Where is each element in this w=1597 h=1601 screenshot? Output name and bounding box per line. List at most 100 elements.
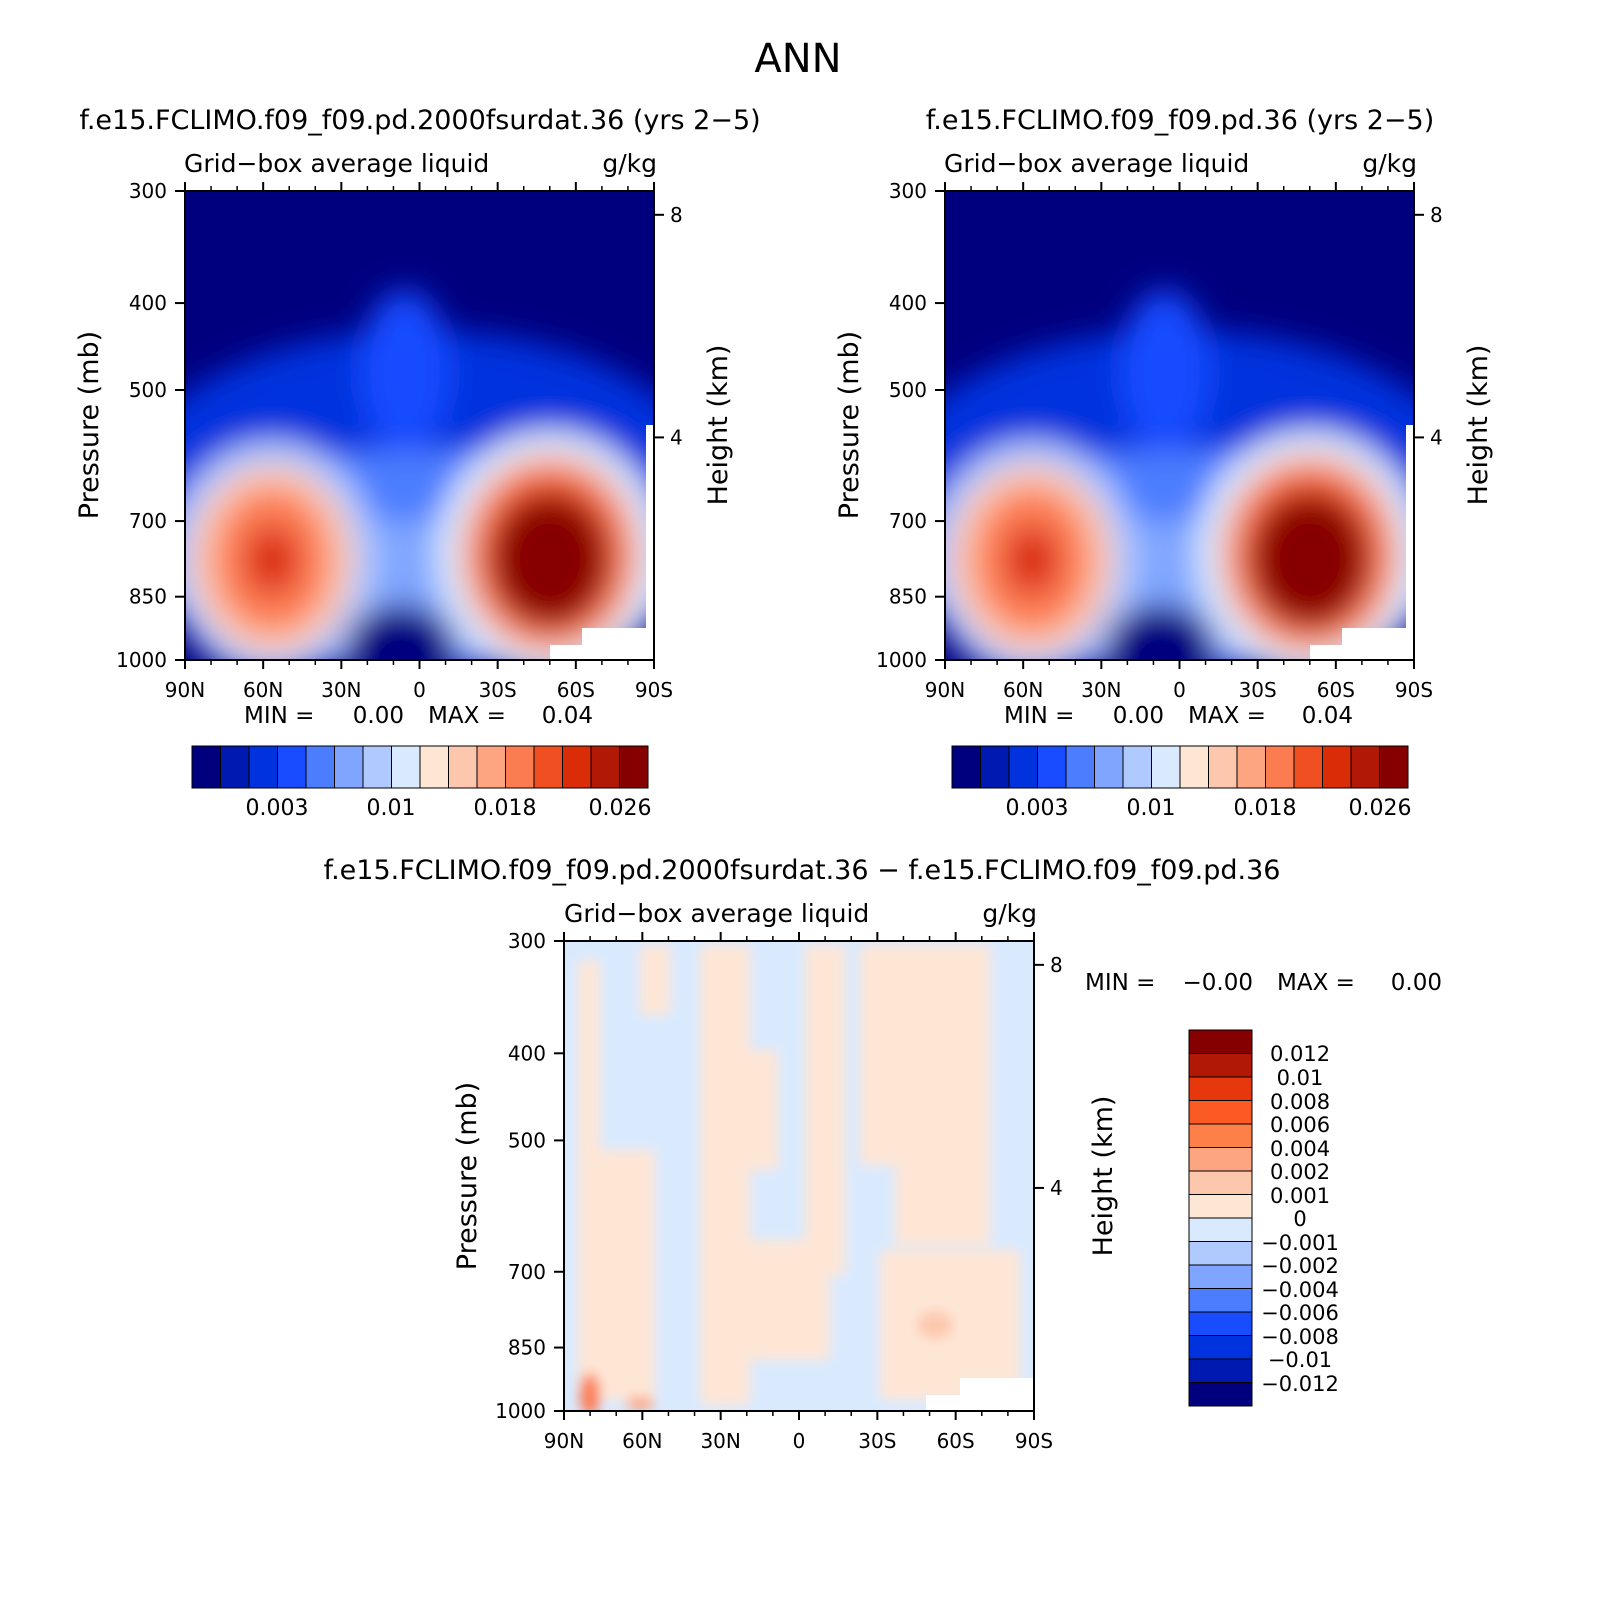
colorbar-swatch (1208, 745, 1238, 789)
min-value: 0.00 (353, 703, 404, 729)
colorbar-swatch (220, 745, 250, 789)
colorbar-swatch (1188, 1288, 1253, 1313)
y2-axis-label: Height (km) (1088, 1096, 1119, 1257)
colorbar-labels: 0.012 0.01 0.008 0.006 0.004 0.002 0.001… (1261, 1042, 1339, 1396)
north-cloud-core (1006, 526, 1058, 594)
units-label: g/kg (1362, 149, 1417, 178)
y-tick-label: 850 (889, 585, 927, 609)
y-tick-label: 300 (508, 929, 546, 953)
y2-axis-ticks: 84 (654, 203, 683, 449)
x-tick-label: 0 (1173, 678, 1186, 702)
panel-left: f.e15.FCLIMO.f09_f09.pd.2000fsurdat.36 (… (74, 105, 761, 821)
y-tick-label: 700 (508, 1260, 546, 1284)
missing-data-mask (960, 1378, 1034, 1411)
colorbar (951, 745, 1409, 789)
colorbar-swatch (476, 745, 506, 789)
colorbar-label: 0 (1293, 1207, 1306, 1231)
colorbar-label: 0.004 (1270, 1137, 1330, 1161)
colorbar-swatch (1293, 745, 1323, 789)
positive-anomaly (600, 1150, 655, 1400)
colorbar-label: 0.003 (246, 796, 309, 821)
colorbar-swatch (1188, 1241, 1253, 1266)
y2-tick-label: 4 (1050, 1176, 1063, 1200)
y-tick-label: 700 (889, 509, 927, 533)
colorbar-swatch (1008, 745, 1038, 789)
colorbar-swatch (191, 745, 221, 789)
y-tick-label: 500 (889, 378, 927, 402)
colorbar-swatch (1188, 1335, 1253, 1360)
y2-axis-label: Height (km) (1463, 345, 1494, 506)
colorbar-swatch (1188, 1053, 1253, 1078)
y2-tick-label: 8 (1050, 953, 1063, 977)
missing-data-mask (646, 425, 654, 660)
panel-title: f.e15.FCLIMO.f09_f09.pd.2000fsurdat.36 −… (324, 855, 1281, 886)
positive-anomaly (805, 945, 845, 1275)
x-tick-label: 60S (557, 678, 595, 702)
positive-anomaly (640, 945, 670, 1015)
x-tick-label: 0 (413, 678, 426, 702)
panel-title: f.e15.FCLIMO.f09_f09.pd.2000fsurdat.36 (… (79, 105, 760, 136)
min-value: 0.00 (1113, 703, 1164, 729)
colorbar-label: −0.002 (1261, 1254, 1339, 1278)
x-tick-label: 30N (700, 1429, 740, 1453)
colorbar-swatch (1188, 1123, 1253, 1148)
colorbar-label: −0.001 (1261, 1231, 1339, 1255)
colorbar-label: 0.001 (1270, 1184, 1330, 1208)
colorbar-label: 0.01 (1127, 796, 1176, 821)
colorbar-label: 0.026 (1349, 796, 1412, 821)
colorbar-swatch (1188, 1147, 1253, 1172)
missing-data-mask (1406, 425, 1414, 660)
y-tick-label: 850 (508, 1336, 546, 1360)
y-tick-label: 1000 (495, 1399, 546, 1423)
colorbar-swatch (1094, 745, 1124, 789)
colorbar-label: 0.01 (1277, 1066, 1324, 1090)
colorbar-swatch (533, 745, 563, 789)
y2-axis-ticks: 84 (1414, 203, 1443, 449)
page-title: ANN (754, 36, 841, 82)
max-label: MAX = (428, 703, 506, 729)
colorbar-swatch (305, 745, 335, 789)
colorbar-labels: 0.003 0.01 0.018 0.026 (1006, 796, 1412, 821)
x-tick-label: 90S (635, 678, 673, 702)
colorbar-swatch (1188, 1382, 1253, 1407)
min-value: −0.00 (1183, 970, 1253, 996)
plot-area (945, 191, 1414, 660)
colorbar-swatch (1188, 1029, 1253, 1054)
x-tick-label: 90N (165, 678, 205, 702)
colorbar-swatch (1188, 1194, 1253, 1219)
colorbar-swatch (1188, 1217, 1253, 1242)
missing-data-mask (582, 628, 654, 660)
subtropical-low (345, 605, 455, 660)
y-tick-label: 1000 (876, 648, 927, 672)
positive-anomaly (895, 945, 990, 1245)
x-axis-ticks: 90N 60N 30N 0 30S 60S 90S (544, 932, 1053, 1453)
colorbar-swatch (1037, 745, 1067, 789)
colorbar-swatch (562, 745, 592, 789)
min-label: MIN = (244, 703, 314, 729)
colorbar-label: 0.008 (1270, 1090, 1330, 1114)
x-axis-ticks: 90N 60N 30N 0 30S 60S 90S (925, 182, 1433, 702)
north-cloud-core (246, 526, 298, 594)
colorbar-swatch (1188, 1170, 1253, 1195)
x-axis-ticks: 90N 60N 30N 0 30S 60S 90S (165, 182, 673, 702)
colorbar-label: 0.026 (589, 796, 652, 821)
y-tick-label: 700 (129, 509, 167, 533)
x-tick-label: 90S (1395, 678, 1433, 702)
colorbar-swatch (1188, 1311, 1253, 1336)
colorbar-swatch (362, 745, 392, 789)
colorbar-swatch (1179, 745, 1209, 789)
colorbar-label: −0.008 (1261, 1325, 1339, 1349)
units-label: g/kg (982, 899, 1037, 928)
y-axis-label: Pressure (mb) (74, 331, 105, 519)
x-tick-label: 30S (1239, 678, 1277, 702)
colorbar-swatch (1188, 1076, 1253, 1101)
y2-tick-label: 8 (670, 203, 683, 227)
colorbar-swatch (590, 745, 620, 789)
south-cloud-core (492, 494, 608, 626)
panel-right: f.e15.FCLIMO.f09_f09.pd.36 (yrs 2−5) Gri… (834, 105, 1494, 821)
variable-label: Grid−box average liquid (564, 899, 869, 928)
colorbar-label: 0.012 (1270, 1042, 1330, 1066)
tropical-deep-convection (1120, 290, 1210, 450)
x-tick-label: 60S (1317, 678, 1355, 702)
